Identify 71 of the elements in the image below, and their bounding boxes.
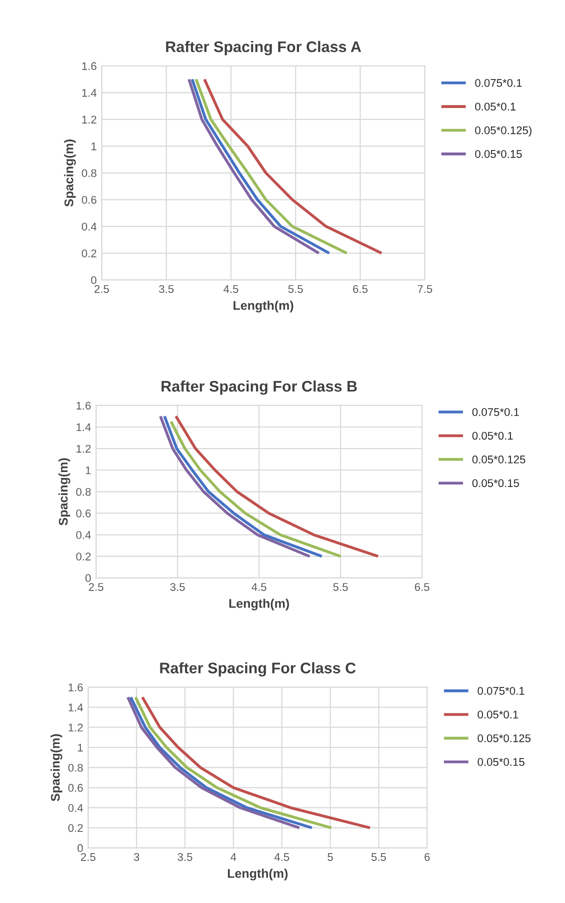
x-tick-label: 7.5 [418,285,432,293]
legend-label: 0.075*0.1 [472,408,519,416]
chart-title: Rafter Spacing For Class C [160,662,356,677]
x-tick-label: 2.5 [80,853,96,861]
y-tick-label: 0.4 [82,222,97,231]
legend-label: 0.05*0.15 [472,479,520,488]
y-tick-label: 0.8 [76,488,91,496]
y-tick-label: 1.6 [76,402,91,410]
y-tick-label: 1.2 [76,444,91,453]
legend-label: 0.05*0.1 [478,710,518,719]
y-tick-label: 0.8 [68,764,83,772]
y-tick-label: 0.4 [68,804,83,812]
legend-label: 0.05*0.125) [475,126,532,136]
legend-label: 0.05*0.1 [472,432,513,440]
x-tick-label: 3 [134,853,140,861]
y-tick-label: 0.2 [82,249,96,258]
y-tick-label: 0 [85,574,91,582]
line-series [140,696,372,830]
y-tick-label: 1.4 [82,89,97,97]
y-tick-label: 1.4 [76,423,91,432]
x-tick-label: 2.5 [88,583,104,591]
x-axis-title: Length(m) [234,300,294,312]
y-tick-label: 0.2 [76,552,91,560]
x-tick-label: 4.5 [252,583,266,591]
x-tick-label: 3.5 [159,285,174,293]
y-tick-label: 0.6 [82,196,96,204]
line-series [203,78,383,255]
y-tick-label: 0.2 [68,824,83,832]
y-tick-label: 0.6 [68,784,83,792]
y-tick-label: 0.6 [76,510,91,518]
y-tick-label: 0 [78,844,83,852]
chart-title: Rafter Spacing For Class B [162,380,357,395]
legend-label: 0.05*0.15 [478,758,524,766]
x-tick-label: 4 [230,853,236,861]
y-tick-label: 1.2 [68,724,83,732]
line-series [174,414,380,558]
legend-label: 0.075*0.1 [475,79,522,87]
x-tick-label: 5.5 [333,583,348,591]
x-axis-title: Length(m) [229,598,289,610]
y-axis-title: Spacing(m) [50,734,62,802]
x-tick-label: 3.5 [170,583,185,591]
y-tick-label: 1.2 [82,116,96,124]
x-tick-label: 3.5 [178,853,192,861]
y-tick-label: 1.4 [68,704,83,712]
x-tick-label: 6.5 [353,285,368,293]
legend-label: 0.05*0.125 [472,456,526,464]
y-axis-title: Spacing(m) [64,140,76,207]
y-tick-label: 0.4 [76,531,91,539]
y-tick-label: 1 [86,466,91,474]
legend-label: 0.05*0.1 [475,102,516,111]
y-tick-label: 1.6 [82,62,96,70]
line-series [170,420,342,558]
legend-label: 0.075*0.1 [478,686,524,695]
x-tick-label: 6 [424,853,430,861]
y-tick-label: 0.8 [82,169,96,178]
y-axis-title: Spacing(m) [58,458,70,526]
legend-label: 0.05*0.15 [475,150,522,158]
x-tick-label: 6.5 [414,583,430,591]
x-tick-label: 4.5 [274,853,290,861]
y-tick-label: 1 [78,744,83,752]
y-tick-label: 1.6 [68,683,83,692]
x-tick-label: 5.5 [288,285,303,293]
x-tick-label: 5.5 [371,853,386,861]
x-tick-label: 4.5 [224,285,238,293]
x-tick-label: 2.5 [94,285,109,293]
x-axis-title: Length(m) [228,868,288,880]
chart-title: Rafter Spacing For Class A [166,40,362,56]
y-tick-label: 1 [92,142,96,150]
x-tick-label: 5 [328,853,333,861]
y-tick-label: 0 [91,276,96,284]
legend-label: 0.05*0.125 [478,734,531,742]
